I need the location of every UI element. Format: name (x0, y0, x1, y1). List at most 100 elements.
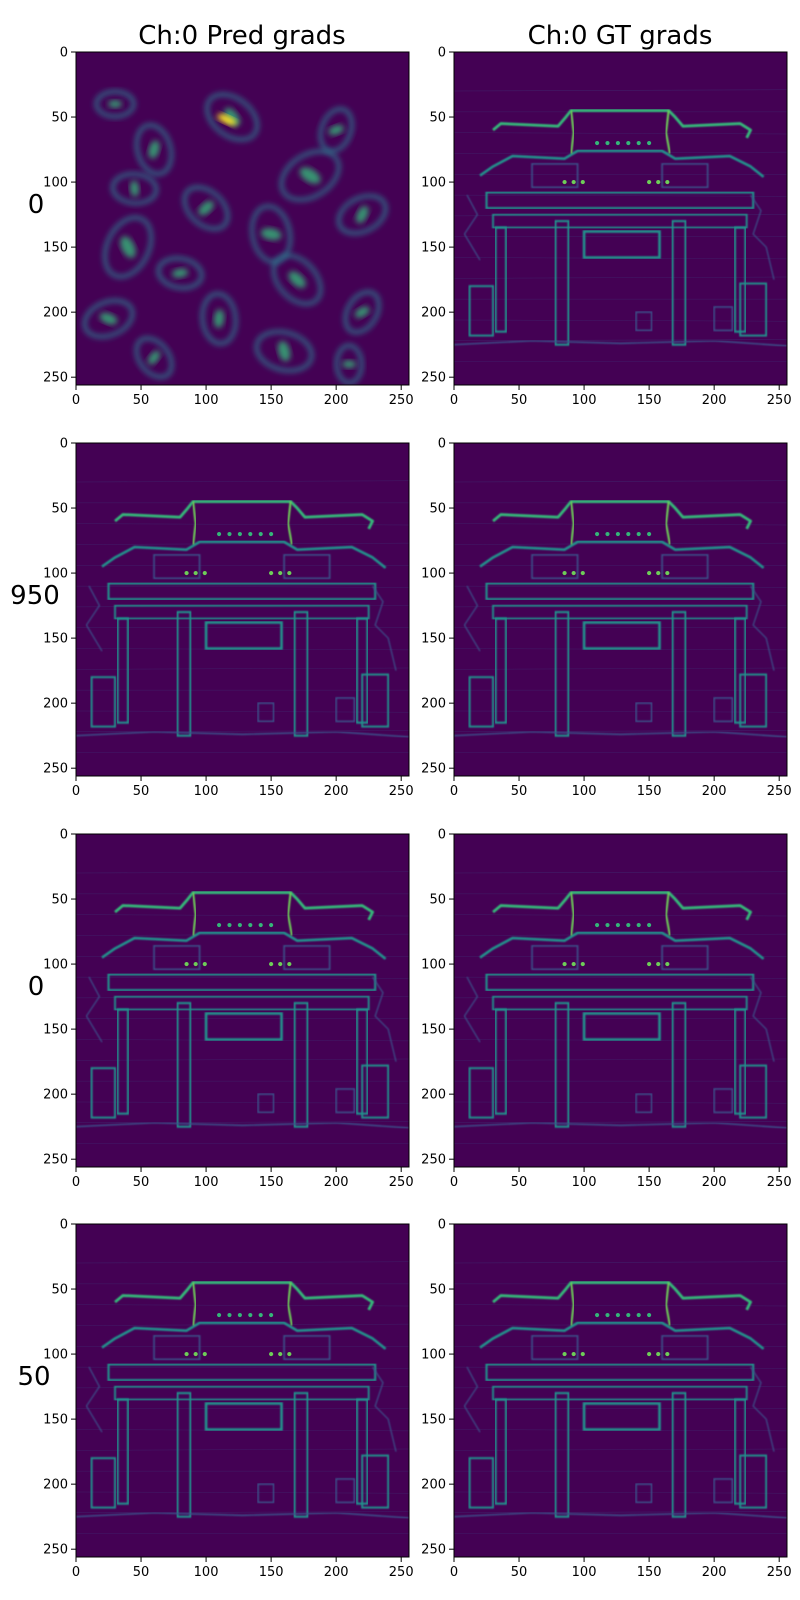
x-tick-label: 150 (637, 1565, 662, 1580)
axes-frame (75, 1223, 410, 1558)
heatmap-image (76, 52, 409, 385)
x-tick-label: 250 (389, 1565, 414, 1580)
heatmap-panel-r2-c1: 0 50 100 150 200 250 0 50 100 150 200 250 (421, 828, 791, 1191)
y-tick-label: 100 (43, 567, 68, 582)
x-tick-label: 100 (194, 784, 219, 799)
y-tick-label: 200 (421, 1088, 446, 1103)
x-tick-label: 250 (389, 393, 414, 408)
heatmap-panel-r3-c0: 0 50 100 150 200 250 0 50 100 150 200 250 (43, 1218, 413, 1581)
x-tick-label: 250 (389, 784, 414, 799)
axes-frame (75, 51, 410, 386)
x-tick-label: 100 (572, 1175, 597, 1190)
x-tick-label: 150 (259, 393, 284, 408)
x-tick-label: 250 (767, 784, 792, 799)
y-tick-label: 0 (60, 46, 68, 61)
axes-frame (453, 51, 788, 386)
y-tick-label: 0 (438, 1218, 446, 1233)
heatmap-image (76, 834, 409, 1167)
x-tick-label: 250 (767, 1175, 792, 1190)
y-tick-label: 50 (51, 893, 68, 908)
x-tick-label: 200 (702, 1175, 727, 1190)
y-tick-label: 250 (43, 1153, 68, 1168)
y-tick-label: 100 (421, 1348, 446, 1363)
y-tick-label: 50 (51, 502, 68, 517)
x-tick-label: 0 (72, 393, 80, 408)
x-tick-label: 50 (511, 1175, 528, 1190)
x-tick-label: 200 (702, 393, 727, 408)
x-tick-label: 200 (324, 784, 349, 799)
x-tick-label: 100 (572, 393, 597, 408)
heatmap-image (76, 443, 409, 776)
y-tick-label: 50 (429, 111, 446, 126)
x-tick-label: 50 (133, 1565, 150, 1580)
y-tick-label: 100 (43, 958, 68, 973)
x-tick-label: 0 (450, 393, 458, 408)
heatmap-image (76, 1224, 409, 1557)
y-tick-label: 150 (43, 1413, 68, 1428)
y-tick-label: 100 (421, 958, 446, 973)
axes-frame (453, 442, 788, 777)
y-tick-label: 200 (421, 697, 446, 712)
column-title-1: Ch:0 GT grads (528, 21, 713, 51)
y-tick-label: 250 (421, 762, 446, 777)
y-tick-label: 0 (438, 437, 446, 452)
x-tick-label: 100 (194, 1565, 219, 1580)
y-tick-label: 150 (421, 241, 446, 256)
x-tick-label: 200 (702, 1565, 727, 1580)
x-tick-label: 150 (259, 1565, 284, 1580)
y-tick-label: 150 (421, 1023, 446, 1038)
y-tick-label: 200 (421, 306, 446, 321)
x-tick-label: 150 (259, 1175, 284, 1190)
x-tick-label: 200 (324, 393, 349, 408)
y-tick-label: 150 (43, 241, 68, 256)
x-tick-label: 100 (572, 1565, 597, 1580)
y-tick-label: 250 (43, 1543, 68, 1558)
y-tick-label: 200 (43, 306, 68, 321)
x-tick-label: 50 (133, 784, 150, 799)
x-tick-label: 0 (72, 1565, 80, 1580)
y-tick-label: 200 (43, 697, 68, 712)
x-tick-label: 0 (450, 784, 458, 799)
x-tick-label: 0 (450, 1565, 458, 1580)
heatmap-panel-r1-c1: 0 50 100 150 200 250 0 50 100 150 200 250 (421, 437, 791, 800)
heatmap-panel-r0-c1: 0 50 100 150 200 250 0 50 100 150 200 250 (421, 46, 791, 409)
y-tick-label: 200 (421, 1478, 446, 1493)
x-tick-label: 0 (450, 1175, 458, 1190)
x-tick-label: 150 (259, 784, 284, 799)
heatmap-panel-r3-c1: 0 50 100 150 200 250 0 50 100 150 200 250 (421, 1218, 791, 1581)
x-tick-label: 50 (511, 393, 528, 408)
y-tick-label: 250 (421, 1543, 446, 1558)
y-tick-label: 100 (43, 176, 68, 191)
x-tick-label: 150 (637, 393, 662, 408)
y-tick-label: 250 (421, 1153, 446, 1168)
heatmap-panel-r2-c0: 0 50 100 150 200 250 0 50 100 150 200 250 (43, 828, 413, 1191)
axes-frame (75, 442, 410, 777)
y-tick-label: 50 (429, 502, 446, 517)
x-tick-label: 150 (637, 784, 662, 799)
y-tick-label: 100 (43, 1348, 68, 1363)
heatmap-image (454, 52, 787, 385)
y-tick-label: 150 (43, 1023, 68, 1038)
x-tick-label: 250 (767, 393, 792, 408)
x-tick-label: 50 (133, 1175, 150, 1190)
heatmap-image (454, 1224, 787, 1557)
heatmap-panel-r1-c0: 0 50 100 150 200 250 0 50 100 150 200 250 (43, 437, 413, 800)
y-tick-label: 200 (43, 1478, 68, 1493)
y-tick-label: 50 (51, 111, 68, 126)
x-tick-label: 100 (572, 784, 597, 799)
y-tick-label: 250 (43, 371, 68, 386)
row-label-0: 0 (28, 190, 45, 220)
x-tick-label: 50 (511, 784, 528, 799)
y-tick-label: 150 (43, 632, 68, 647)
x-tick-label: 50 (133, 393, 150, 408)
y-tick-label: 50 (429, 1283, 446, 1298)
axes-frame (75, 833, 410, 1168)
x-tick-label: 50 (511, 1565, 528, 1580)
y-tick-label: 0 (60, 437, 68, 452)
x-tick-label: 0 (72, 1175, 80, 1190)
heatmap-image (454, 834, 787, 1167)
y-tick-label: 0 (438, 46, 446, 61)
heatmap-panel-r0-c0: 0 50 100 150 200 250 0 50 100 150 200 250 (43, 46, 413, 409)
x-tick-label: 150 (637, 1175, 662, 1190)
